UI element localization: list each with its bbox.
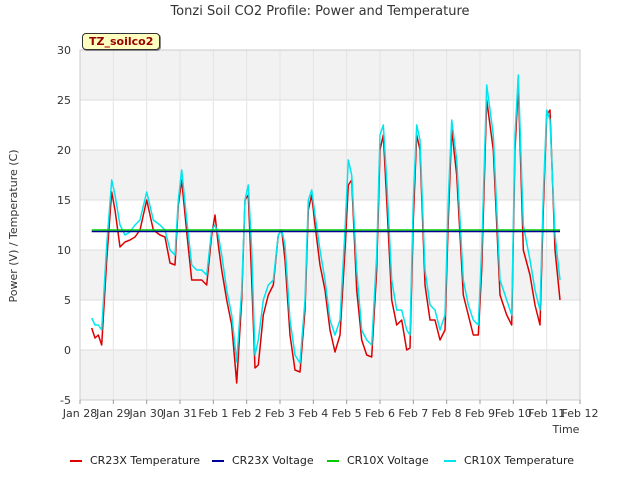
y-tick-label: 15	[57, 194, 71, 207]
legend-swatch	[444, 459, 456, 462]
x-tick-label: Feb 9	[465, 407, 495, 420]
grid-bands	[80, 50, 580, 400]
x-tick-label: Feb 2	[232, 407, 262, 420]
grid-band	[80, 50, 580, 100]
y-tick-label: 30	[57, 44, 71, 57]
legend-swatch	[327, 459, 339, 462]
series-group	[90, 74, 561, 384]
y-tick-label: 10	[57, 244, 71, 257]
grid-band	[80, 350, 580, 400]
x-tick-label: Feb 7	[398, 407, 428, 420]
series-line-cr10x-temperature	[91, 74, 561, 364]
legend-label: CR10X Temperature	[464, 454, 575, 467]
grid-band	[80, 250, 580, 300]
y-tick-label: 5	[64, 294, 71, 307]
grid	[79, 49, 581, 401]
x-tick-label: Feb 6	[365, 407, 395, 420]
legend-label: CR10X Voltage	[347, 454, 429, 467]
legend-item-cr10x-temperature[interactable]: CR10X Temperature	[444, 454, 574, 467]
legend-item-cr23x-voltage[interactable]: CR23X Voltage	[212, 454, 314, 467]
x-tick-label: Feb 10	[495, 407, 532, 420]
x-tick-label: Feb 5	[332, 407, 362, 420]
y-axis-label: Power (V) / Temperature (C)	[7, 149, 20, 302]
y-tick-label: 0	[64, 344, 71, 357]
legend-swatch	[212, 459, 224, 462]
x-tick-label: Feb 3	[265, 407, 295, 420]
legend: CR23X Temperature CR23X Voltage CR10X Vo…	[0, 448, 640, 472]
series-line-cr23x-temperature	[90, 84, 561, 384]
grid-band	[80, 150, 580, 200]
x-tick-label: Jan 31	[162, 407, 197, 420]
x-tick-label: Feb 4	[298, 407, 328, 420]
y-tick-label: -5	[60, 394, 71, 407]
legend-label: CR23X Temperature	[90, 454, 201, 467]
y-tick-label: 25	[57, 94, 71, 107]
x-tick-label: Jan 30	[128, 407, 163, 420]
x-tick-label: Feb 12	[562, 407, 599, 420]
x-tick-label: Feb 11	[528, 407, 565, 420]
y-axis: -5 0 5 10 15 20 25 30	[57, 44, 71, 407]
y-tick-label: 20	[57, 144, 71, 157]
x-axis-label: Time	[552, 423, 580, 436]
x-tick-label: Feb 8	[432, 407, 462, 420]
site-label-badge: TZ_soilco2	[82, 33, 161, 50]
legend-label: CR23X Voltage	[232, 454, 314, 467]
chart-title: Tonzi Soil CO2 Profile: Power and Temper…	[169, 4, 469, 19]
plot-area	[79, 49, 581, 401]
x-tick-label: Jan 29	[95, 407, 130, 420]
legend-swatch	[70, 459, 82, 462]
x-tick-label: Feb 1	[198, 407, 228, 420]
legend-item-cr23x-temperature[interactable]: CR23X Temperature	[70, 454, 200, 467]
x-tick-label: Jan 28	[62, 407, 97, 420]
legend-item-cr10x-voltage[interactable]: CR10X Voltage	[327, 454, 429, 467]
